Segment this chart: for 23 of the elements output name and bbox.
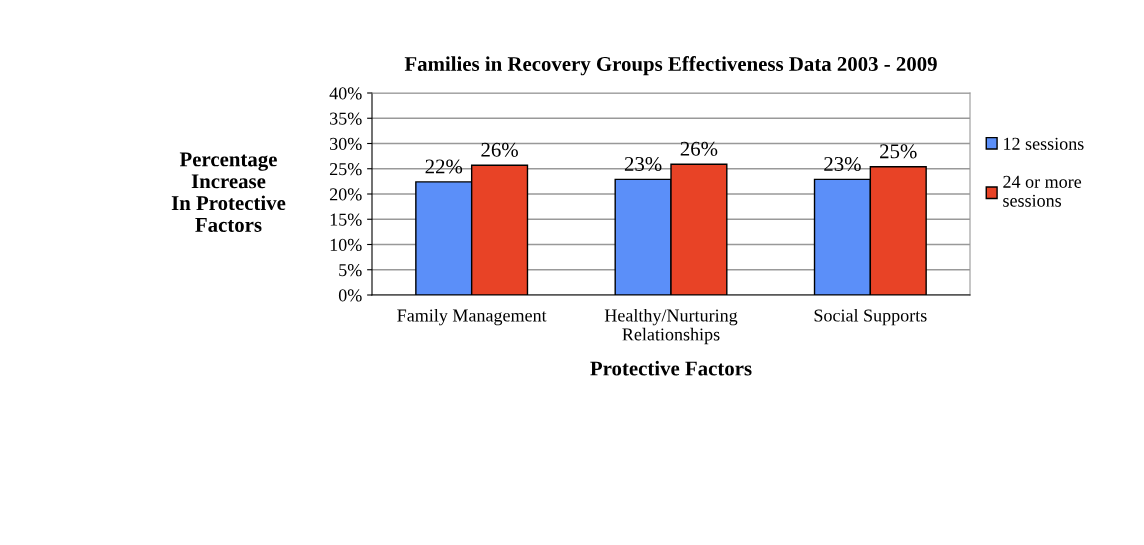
y-tick-label: 40% — [329, 87, 362, 100]
chart-title: Families in Recovery Groups Effectiveness Data 2003 - 2009 — [404, 56, 937, 76]
y-tick-label: 35% — [330, 112, 362, 125]
data-label: 26% — [481, 142, 518, 157]
y-tick-label: 5% — [339, 264, 362, 277]
y-tick-label: 15% — [330, 213, 362, 226]
data-label: 23% — [624, 156, 662, 172]
x-tick-label: Family Management — [397, 308, 547, 326]
y-axis-title: Percentage Increase In Protective Factors — [171, 152, 286, 232]
y-tick-label: 30% — [330, 137, 362, 150]
data-label: 26% — [680, 141, 718, 156]
data-label: 25% — [880, 144, 917, 159]
y-tick-label: 20% — [329, 188, 362, 201]
legend-label: 12 sessions — [1004, 137, 1084, 150]
x-tick-label: Healthy/Nurturing Relationships — [604, 308, 738, 345]
x-axis-title: Protective Factors — [590, 360, 752, 376]
legend-label: 24 or more sessions — [1003, 175, 1082, 207]
y-tick-label: 0% — [338, 289, 362, 302]
data-label: 22% — [425, 159, 463, 174]
y-tick-label: 10% — [330, 238, 362, 251]
x-tick-label: Social Supports — [814, 308, 927, 326]
y-tick-label: 25% — [329, 163, 362, 176]
data-label: 23% — [824, 156, 861, 172]
